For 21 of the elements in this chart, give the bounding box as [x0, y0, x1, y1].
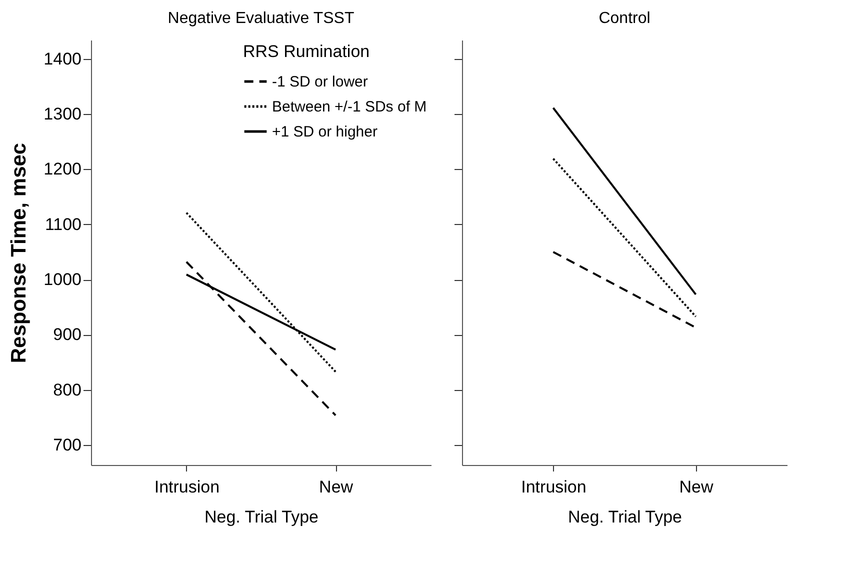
legend-title: RRS Rumination [243, 42, 370, 61]
x-tick-label: New [319, 478, 354, 496]
y-tick-label: 900 [53, 325, 82, 344]
y-tick-label: 1400 [44, 49, 82, 68]
legend-label: Between +/-1 SDs of M [272, 98, 427, 116]
legend-label: -1 SD or lower [272, 74, 368, 90]
legend-label: +1 SD or higher [272, 124, 378, 140]
y-tick-label: 800 [53, 380, 82, 400]
x-tick-label: New [679, 478, 714, 496]
chart-title: Negative Evaluative TSST [168, 10, 354, 27]
x-tick-label: Intrusion [521, 478, 586, 496]
chart-title: Control [598, 10, 650, 27]
y-tick-label: 1300 [44, 104, 82, 124]
x-axis-title: Neg. Trial Type [568, 508, 682, 526]
x-tick-label: Intrusion [154, 478, 220, 496]
x-axis-title: Neg. Trial Type [204, 508, 319, 526]
y-axis-title: Response Time, msec [8, 142, 31, 364]
y-tick-label: 1100 [44, 214, 82, 234]
y-tick-label: 1200 [44, 160, 82, 179]
y-tick-label: 700 [53, 436, 82, 455]
y-tick-label: 1000 [44, 270, 82, 290]
